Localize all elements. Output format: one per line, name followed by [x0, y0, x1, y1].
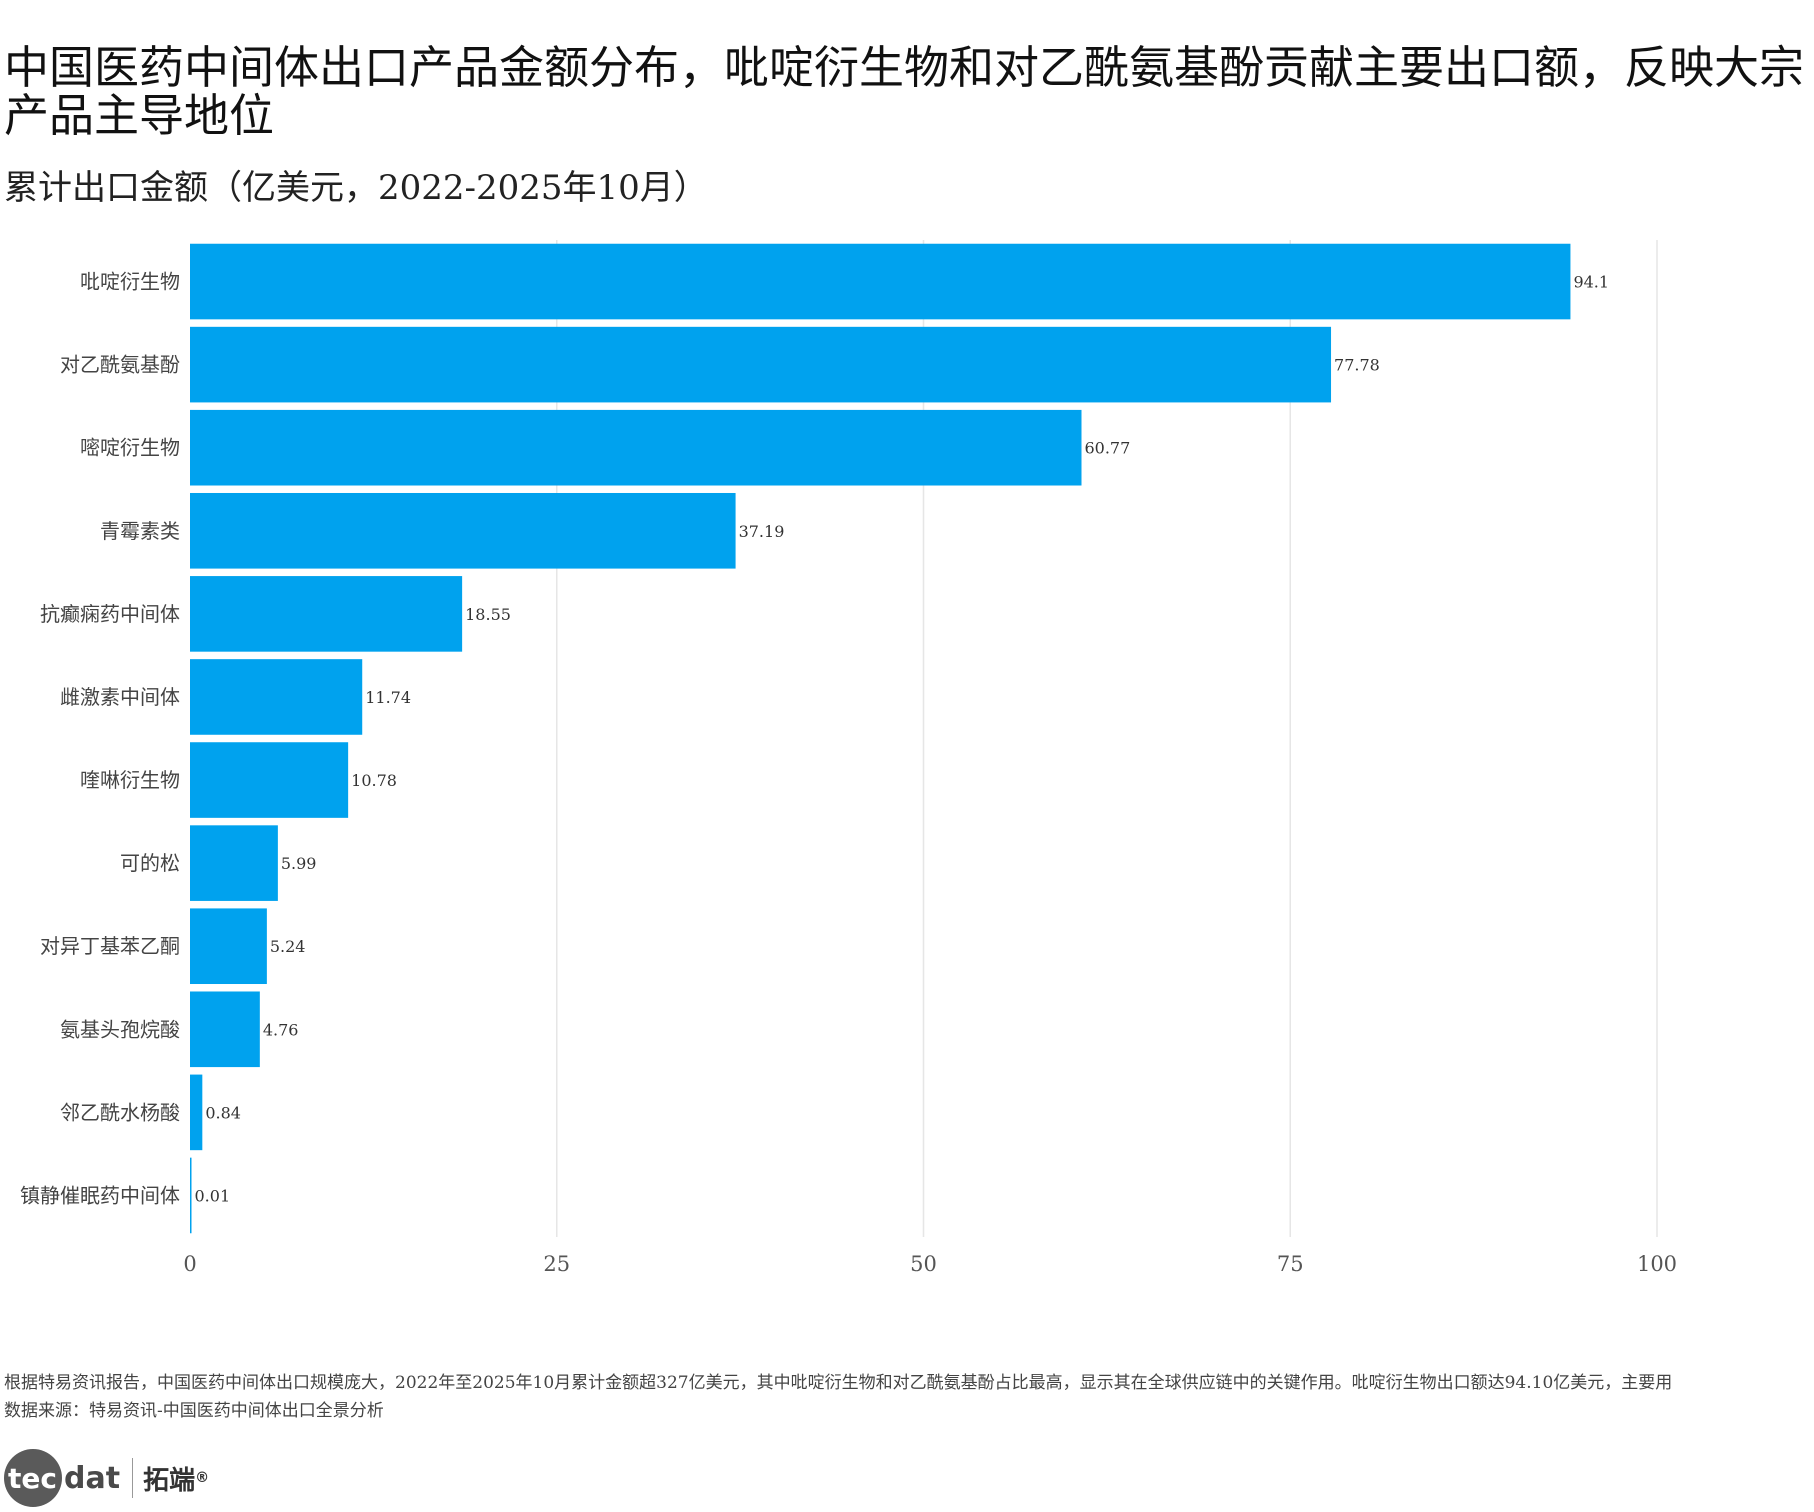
data-source: 数据来源：特易资讯-中国医药中间体出口全景分析	[4, 1401, 384, 1421]
data-label: 60.77	[1084, 439, 1130, 458]
bar	[190, 742, 349, 818]
category-label: 雌激素中间体	[60, 685, 180, 709]
category-label: 嘧啶衍生物	[80, 436, 180, 460]
x-tick-label: 100	[1637, 1252, 1677, 1276]
category-label: 氨基头孢烷酸	[60, 1017, 180, 1041]
data-label: 37.19	[739, 522, 785, 541]
logo-chinese: 拓端	[143, 1465, 196, 1496]
x-tick-label: 0	[183, 1252, 196, 1276]
bar	[190, 1157, 192, 1234]
bar	[190, 825, 278, 901]
chart-subtitle: 累计出口金额（亿美元，2022-2025年10月）	[4, 168, 708, 208]
x-tick-label: 75	[1277, 1252, 1304, 1276]
x-tick-label: 25	[543, 1252, 570, 1276]
category-label: 抗癫痫药中间体	[40, 602, 180, 626]
category-label: 可的松	[120, 851, 180, 875]
logo-mark: tec	[4, 1449, 62, 1507]
data-label: 94.1	[1573, 273, 1609, 292]
logo-registered: ®	[195, 1470, 210, 1486]
bar	[190, 1074, 203, 1151]
logo-text: dat	[64, 1460, 121, 1496]
data-label: 18.55	[465, 605, 511, 624]
category-label: 喹啉衍生物	[80, 768, 180, 792]
category-label: 青霉素类	[100, 519, 180, 543]
bar	[190, 991, 260, 1068]
bar	[190, 243, 1571, 320]
bar	[190, 326, 1332, 403]
data-label: 0.84	[205, 1103, 241, 1122]
category-label: 对异丁基苯乙酮	[40, 934, 180, 958]
bar	[190, 659, 363, 735]
data-label: 5.99	[281, 854, 317, 873]
data-label: 0.01	[195, 1186, 231, 1205]
footer-note: 根据特易资讯报告，中国医药中间体出口规模庞大，2022年至2025年10月累计金…	[4, 1373, 1673, 1393]
bar	[190, 908, 267, 985]
bar	[190, 492, 736, 569]
bar	[190, 409, 1082, 486]
data-label: 11.74	[365, 688, 411, 707]
data-label: 5.24	[270, 937, 306, 956]
category-label: 对乙酰氨基酚	[60, 353, 180, 377]
chart-title: 中国医药中间体出口产品金额分布，吡啶衍生物和对乙酰氨基酚贡献主要出口额，反映大宗…	[4, 41, 1805, 142]
category-label: 镇静催眠药中间体	[20, 1183, 180, 1207]
category-label: 吡啶衍生物	[80, 270, 180, 294]
x-tick-label: 50	[910, 1252, 937, 1276]
category-label: 邻乙酰水杨酸	[60, 1100, 180, 1124]
bar	[190, 576, 463, 652]
tecdat-logo: tec dat 拓端 ®	[4, 1448, 209, 1508]
data-label: 77.78	[1334, 356, 1380, 375]
data-label: 10.78	[351, 771, 397, 790]
logo-divider	[132, 1458, 134, 1498]
data-label: 4.76	[263, 1020, 299, 1039]
